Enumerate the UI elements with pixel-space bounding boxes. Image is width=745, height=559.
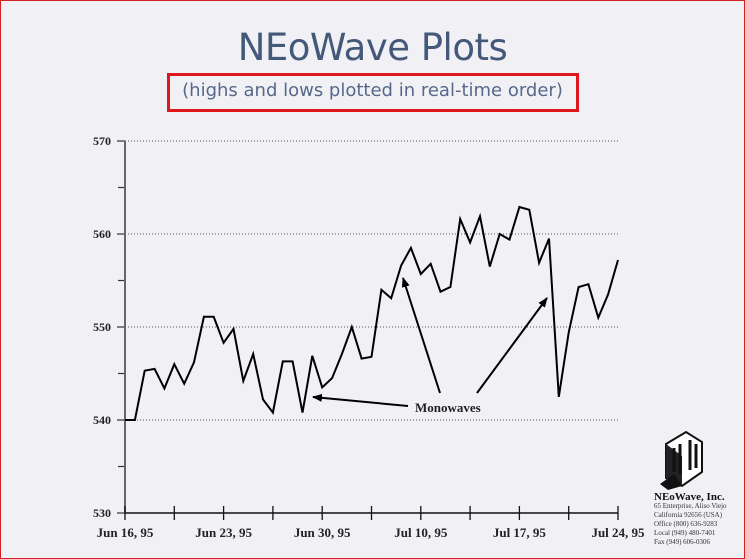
y-tick-label: 550 xyxy=(93,320,111,334)
company-local: Local (949) 480-7401 xyxy=(654,529,716,537)
annotation-label: Monowaves xyxy=(415,400,481,415)
company-name: NEoWave, Inc. xyxy=(654,491,725,503)
highlight-box xyxy=(167,73,579,112)
annotation-arrow xyxy=(312,393,409,407)
neowave-logo-icon xyxy=(660,430,703,490)
x-tick-label: Jul 24, 95 xyxy=(591,525,645,540)
y-tick-label: 570 xyxy=(93,134,111,148)
company-address1: 65 Enterprise, Aliso Viejo xyxy=(654,502,727,510)
annotation-arrow xyxy=(401,277,441,394)
x-tick-label: Jun 23, 95 xyxy=(195,525,252,540)
company-address2: California 92656 (USA) xyxy=(654,511,723,519)
slide-title: NEoWave Plots xyxy=(237,26,508,69)
x-tick-label: Jul 17, 95 xyxy=(493,525,547,540)
x-tick-label: Jun 16, 95 xyxy=(97,525,154,540)
y-tick-label: 560 xyxy=(93,227,111,241)
slide-subtitle: (highs and lows plotted in real-time ord… xyxy=(182,80,563,101)
x-tick-label: Jul 10, 95 xyxy=(394,525,448,540)
company-office: Office (800) 636-9283 xyxy=(654,520,718,528)
price-series-line xyxy=(125,205,619,421)
y-tick-label: 540 xyxy=(93,413,111,427)
company-fax: Fax (949) 606-0306 xyxy=(654,538,710,546)
company-info: NEoWave, Inc. 65 Enterprise, Aliso Viejo… xyxy=(654,492,727,547)
annotation-arrow xyxy=(476,297,548,394)
y-tick-label: 530 xyxy=(93,506,111,520)
x-tick-label: Jun 30, 95 xyxy=(294,525,351,540)
